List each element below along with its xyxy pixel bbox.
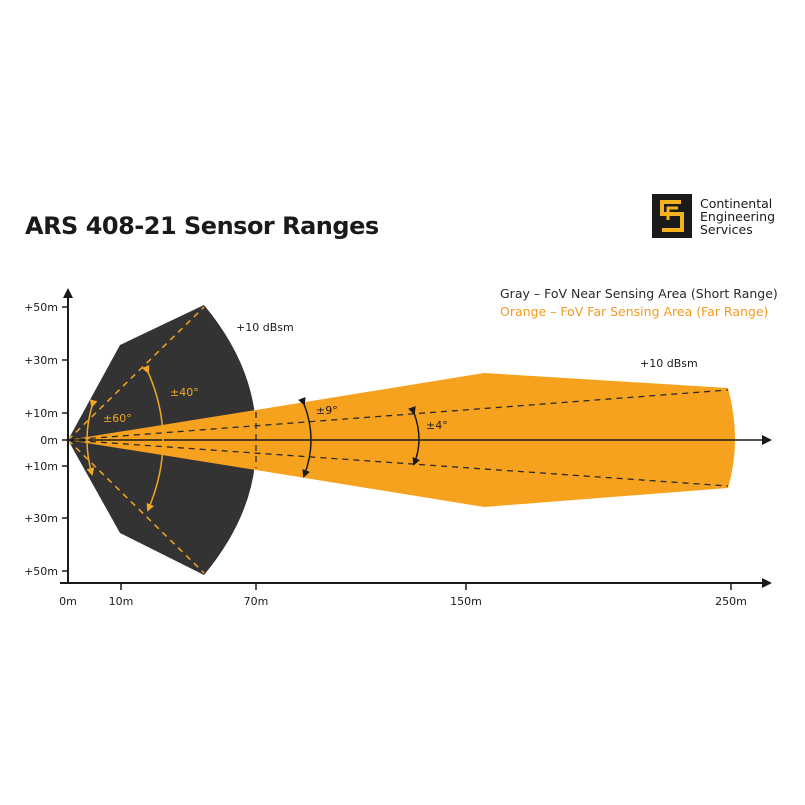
y-ticks bbox=[62, 306, 68, 572]
far-rcs-label: +10 dBsm bbox=[640, 357, 698, 370]
near-rcs-label: +10 dBsm bbox=[236, 321, 294, 334]
x-ticks bbox=[120, 583, 732, 590]
legend: Gray – FoV Near Sensing Area (Short Rang… bbox=[500, 285, 778, 321]
brand-name: Continental Engineering Services bbox=[700, 197, 775, 236]
angle-60-arc bbox=[86, 399, 98, 476]
y-label-top-30: +30m bbox=[24, 354, 58, 367]
far-beam-upper bbox=[67, 389, 729, 441]
angle-9-arc bbox=[298, 396, 312, 478]
near-beam-lower bbox=[67, 439, 205, 574]
angle-4-arc bbox=[408, 405, 420, 466]
x-label-250: 250m bbox=[715, 595, 747, 608]
y-label-bottom-50: +50m bbox=[24, 565, 58, 578]
diagram-title: ARS 408-21 Sensor Ranges bbox=[25, 212, 379, 240]
x-label-10: 10m bbox=[109, 595, 134, 608]
legend-near: Gray – FoV Near Sensing Area (Short Rang… bbox=[500, 286, 778, 301]
x-label-70: 70m bbox=[244, 595, 269, 608]
brand-line-2: Engineering bbox=[700, 208, 775, 224]
angle-40-arc bbox=[141, 364, 164, 512]
brand-line-1: Continental bbox=[700, 195, 773, 211]
y-label-zero: 0m bbox=[40, 434, 58, 447]
near-beam-upper bbox=[67, 306, 205, 441]
y-label-top-50: +50m bbox=[24, 301, 58, 314]
continental-logo-icon bbox=[652, 194, 692, 238]
brand-line-3: Services bbox=[700, 221, 753, 237]
y-label-bottom-30: +30m bbox=[24, 512, 58, 525]
far-beam-lower bbox=[67, 439, 729, 487]
angle-40-label: ±40° bbox=[170, 386, 199, 399]
angle-60-label: ±60° bbox=[103, 412, 132, 425]
y-label-bottom-10: +10m bbox=[24, 460, 58, 473]
brand-block: Continental Engineering Services bbox=[652, 194, 775, 238]
x-label-0: 0m bbox=[59, 595, 77, 608]
angle-9-label: ±9° bbox=[316, 404, 338, 417]
legend-far: Orange – FoV Far Sensing Area (Far Range… bbox=[500, 304, 769, 319]
x-label-150: 150m bbox=[450, 595, 482, 608]
angle-4-label: ±4° bbox=[426, 419, 448, 432]
y-label-top-10: +10m bbox=[24, 407, 58, 420]
